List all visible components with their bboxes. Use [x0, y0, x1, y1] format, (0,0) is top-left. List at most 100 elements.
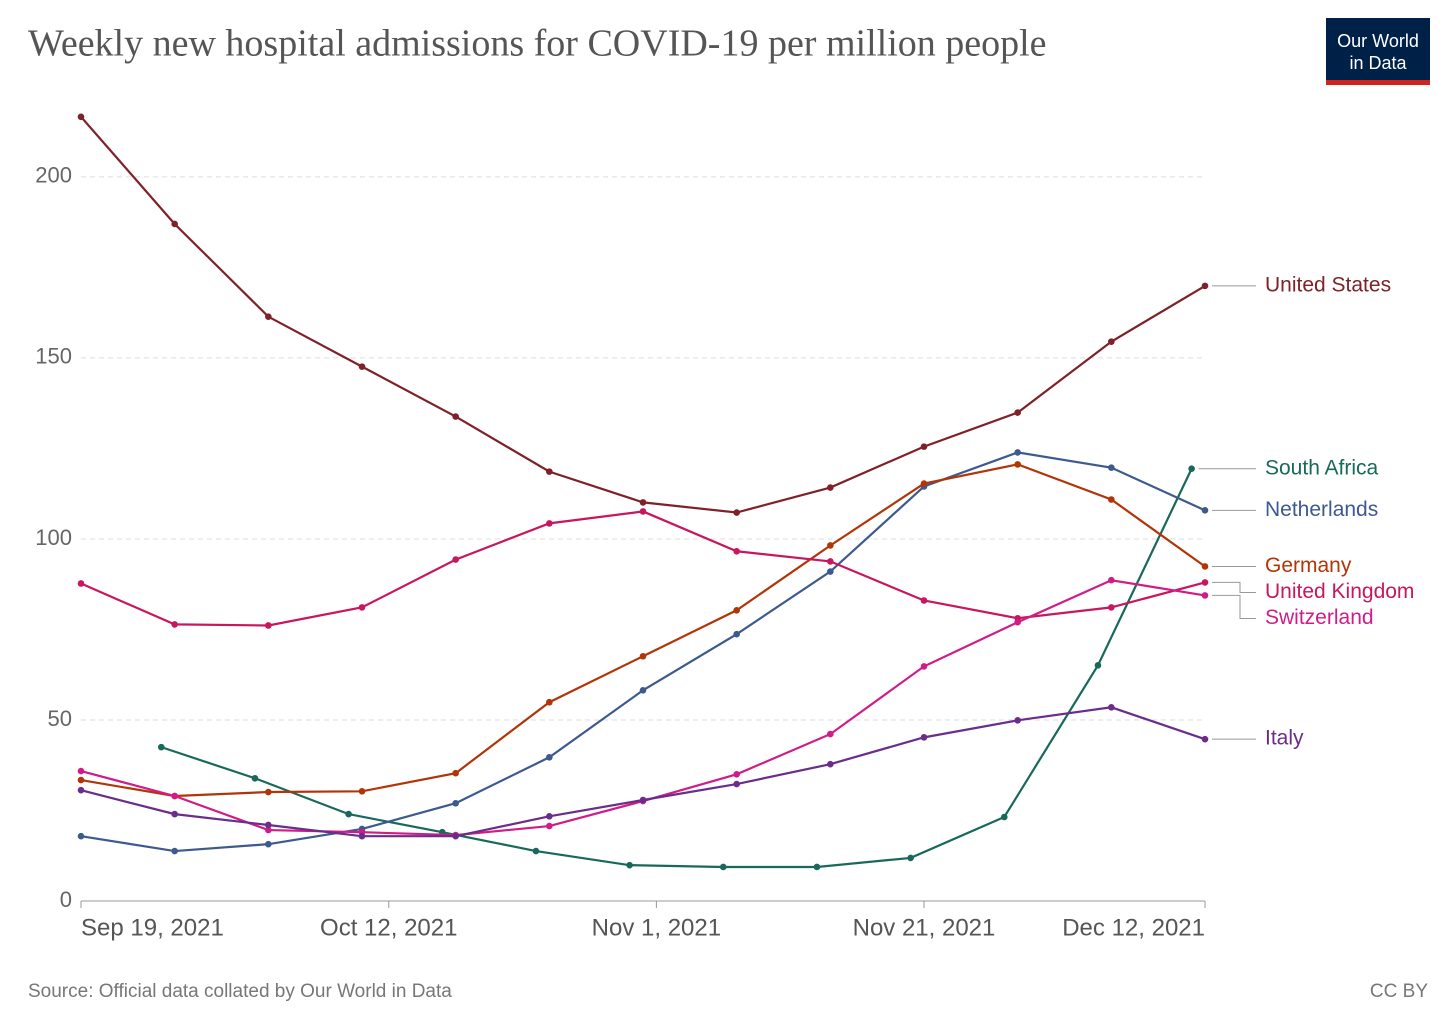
data-point	[265, 840, 272, 848]
data-point	[1108, 338, 1115, 345]
series-line	[80, 116, 1206, 514]
data-point	[1108, 704, 1115, 711]
data-point	[1201, 563, 1209, 570]
data-point	[827, 484, 834, 491]
data-point	[827, 730, 834, 738]
data-point	[733, 606, 740, 614]
source-note: Source: Official data collated by Our Wo…	[28, 981, 452, 1002]
data-point	[920, 734, 928, 741]
data-point	[171, 810, 178, 818]
data-point	[452, 556, 459, 563]
x-tick-label: Oct 12, 2021	[320, 914, 457, 941]
data-point	[1201, 507, 1209, 514]
data-point	[827, 542, 834, 549]
data-point	[1108, 604, 1115, 611]
data-point	[719, 863, 727, 871]
data-point	[626, 861, 633, 869]
data-point	[920, 663, 928, 670]
data-point	[452, 832, 459, 840]
data-point	[827, 558, 834, 565]
data-point	[77, 767, 85, 775]
series-label: Italy	[1265, 727, 1304, 750]
data-point	[77, 776, 85, 784]
x-tick-label: Dec 12, 2021	[1062, 914, 1205, 941]
data-point	[546, 753, 553, 761]
data-point	[639, 508, 647, 515]
data-point	[1108, 464, 1115, 471]
data-point	[157, 743, 165, 751]
data-point	[358, 363, 366, 370]
data-point	[1000, 813, 1008, 821]
data-point	[358, 604, 366, 611]
chart-title: Weekly new hospital admissions for COVID…	[28, 23, 1047, 65]
data-point	[733, 509, 740, 516]
series-label: Switzerland	[1265, 606, 1374, 629]
data-point	[920, 480, 928, 487]
data-point	[733, 780, 740, 788]
data-point	[1108, 576, 1115, 584]
data-point	[265, 821, 272, 829]
data-point	[171, 792, 178, 800]
data-point	[77, 113, 85, 121]
data-point	[265, 826, 272, 834]
data-point	[920, 597, 928, 604]
y-tick-label: 0	[60, 887, 72, 912]
x-tick-label: Nov 1, 2021	[592, 914, 721, 941]
data-point	[171, 220, 178, 228]
data-point	[733, 630, 740, 638]
x-tick-label: Sep 19, 2021	[81, 914, 224, 941]
logo: Our World in Data	[1326, 18, 1430, 85]
data-point	[1014, 409, 1021, 416]
x-tick-label: Nov 21, 2021	[853, 914, 996, 941]
data-point	[1201, 735, 1209, 743]
data-point	[1201, 592, 1209, 599]
data-point	[452, 413, 459, 420]
data-point	[733, 770, 740, 778]
data-point	[171, 847, 178, 855]
data-point	[452, 799, 459, 807]
label-connector	[1212, 581, 1256, 593]
data-point	[546, 812, 553, 820]
data-point	[907, 854, 914, 862]
logo-box	[1326, 18, 1430, 80]
data-point	[358, 832, 366, 840]
series-line	[160, 468, 1193, 869]
data-point	[546, 520, 553, 527]
data-point	[639, 652, 647, 660]
data-point	[639, 686, 647, 694]
data-point	[77, 832, 85, 840]
logo-text: in Data	[1349, 53, 1407, 73]
data-point	[345, 810, 352, 818]
data-point	[265, 622, 272, 629]
data-point	[1201, 579, 1209, 586]
label-connector	[1212, 594, 1256, 619]
data-point	[265, 313, 272, 320]
data-point	[1201, 282, 1209, 290]
data-point	[1094, 662, 1102, 669]
series-line	[80, 510, 1206, 627]
data-point	[827, 568, 834, 575]
data-point	[827, 760, 834, 768]
data-point	[1108, 496, 1115, 503]
data-point	[639, 499, 647, 506]
series-label: United Kingdom	[1265, 580, 1414, 603]
data-point	[1014, 618, 1021, 626]
data-point	[77, 580, 85, 587]
data-point	[813, 863, 821, 871]
y-tick-label: 200	[35, 163, 72, 188]
series-label: Netherlands	[1265, 498, 1378, 521]
y-tick-label: 150	[35, 344, 72, 369]
data-point	[358, 788, 366, 795]
data-point	[1014, 449, 1021, 456]
data-point	[251, 774, 259, 782]
logo-bar	[1326, 80, 1430, 85]
data-point	[1014, 461, 1021, 468]
series-label: South Africa	[1265, 456, 1379, 479]
data-point	[452, 769, 459, 777]
data-point	[546, 698, 553, 706]
data-point	[265, 788, 272, 796]
series-label: Germany	[1265, 554, 1352, 577]
data-point	[546, 468, 553, 475]
